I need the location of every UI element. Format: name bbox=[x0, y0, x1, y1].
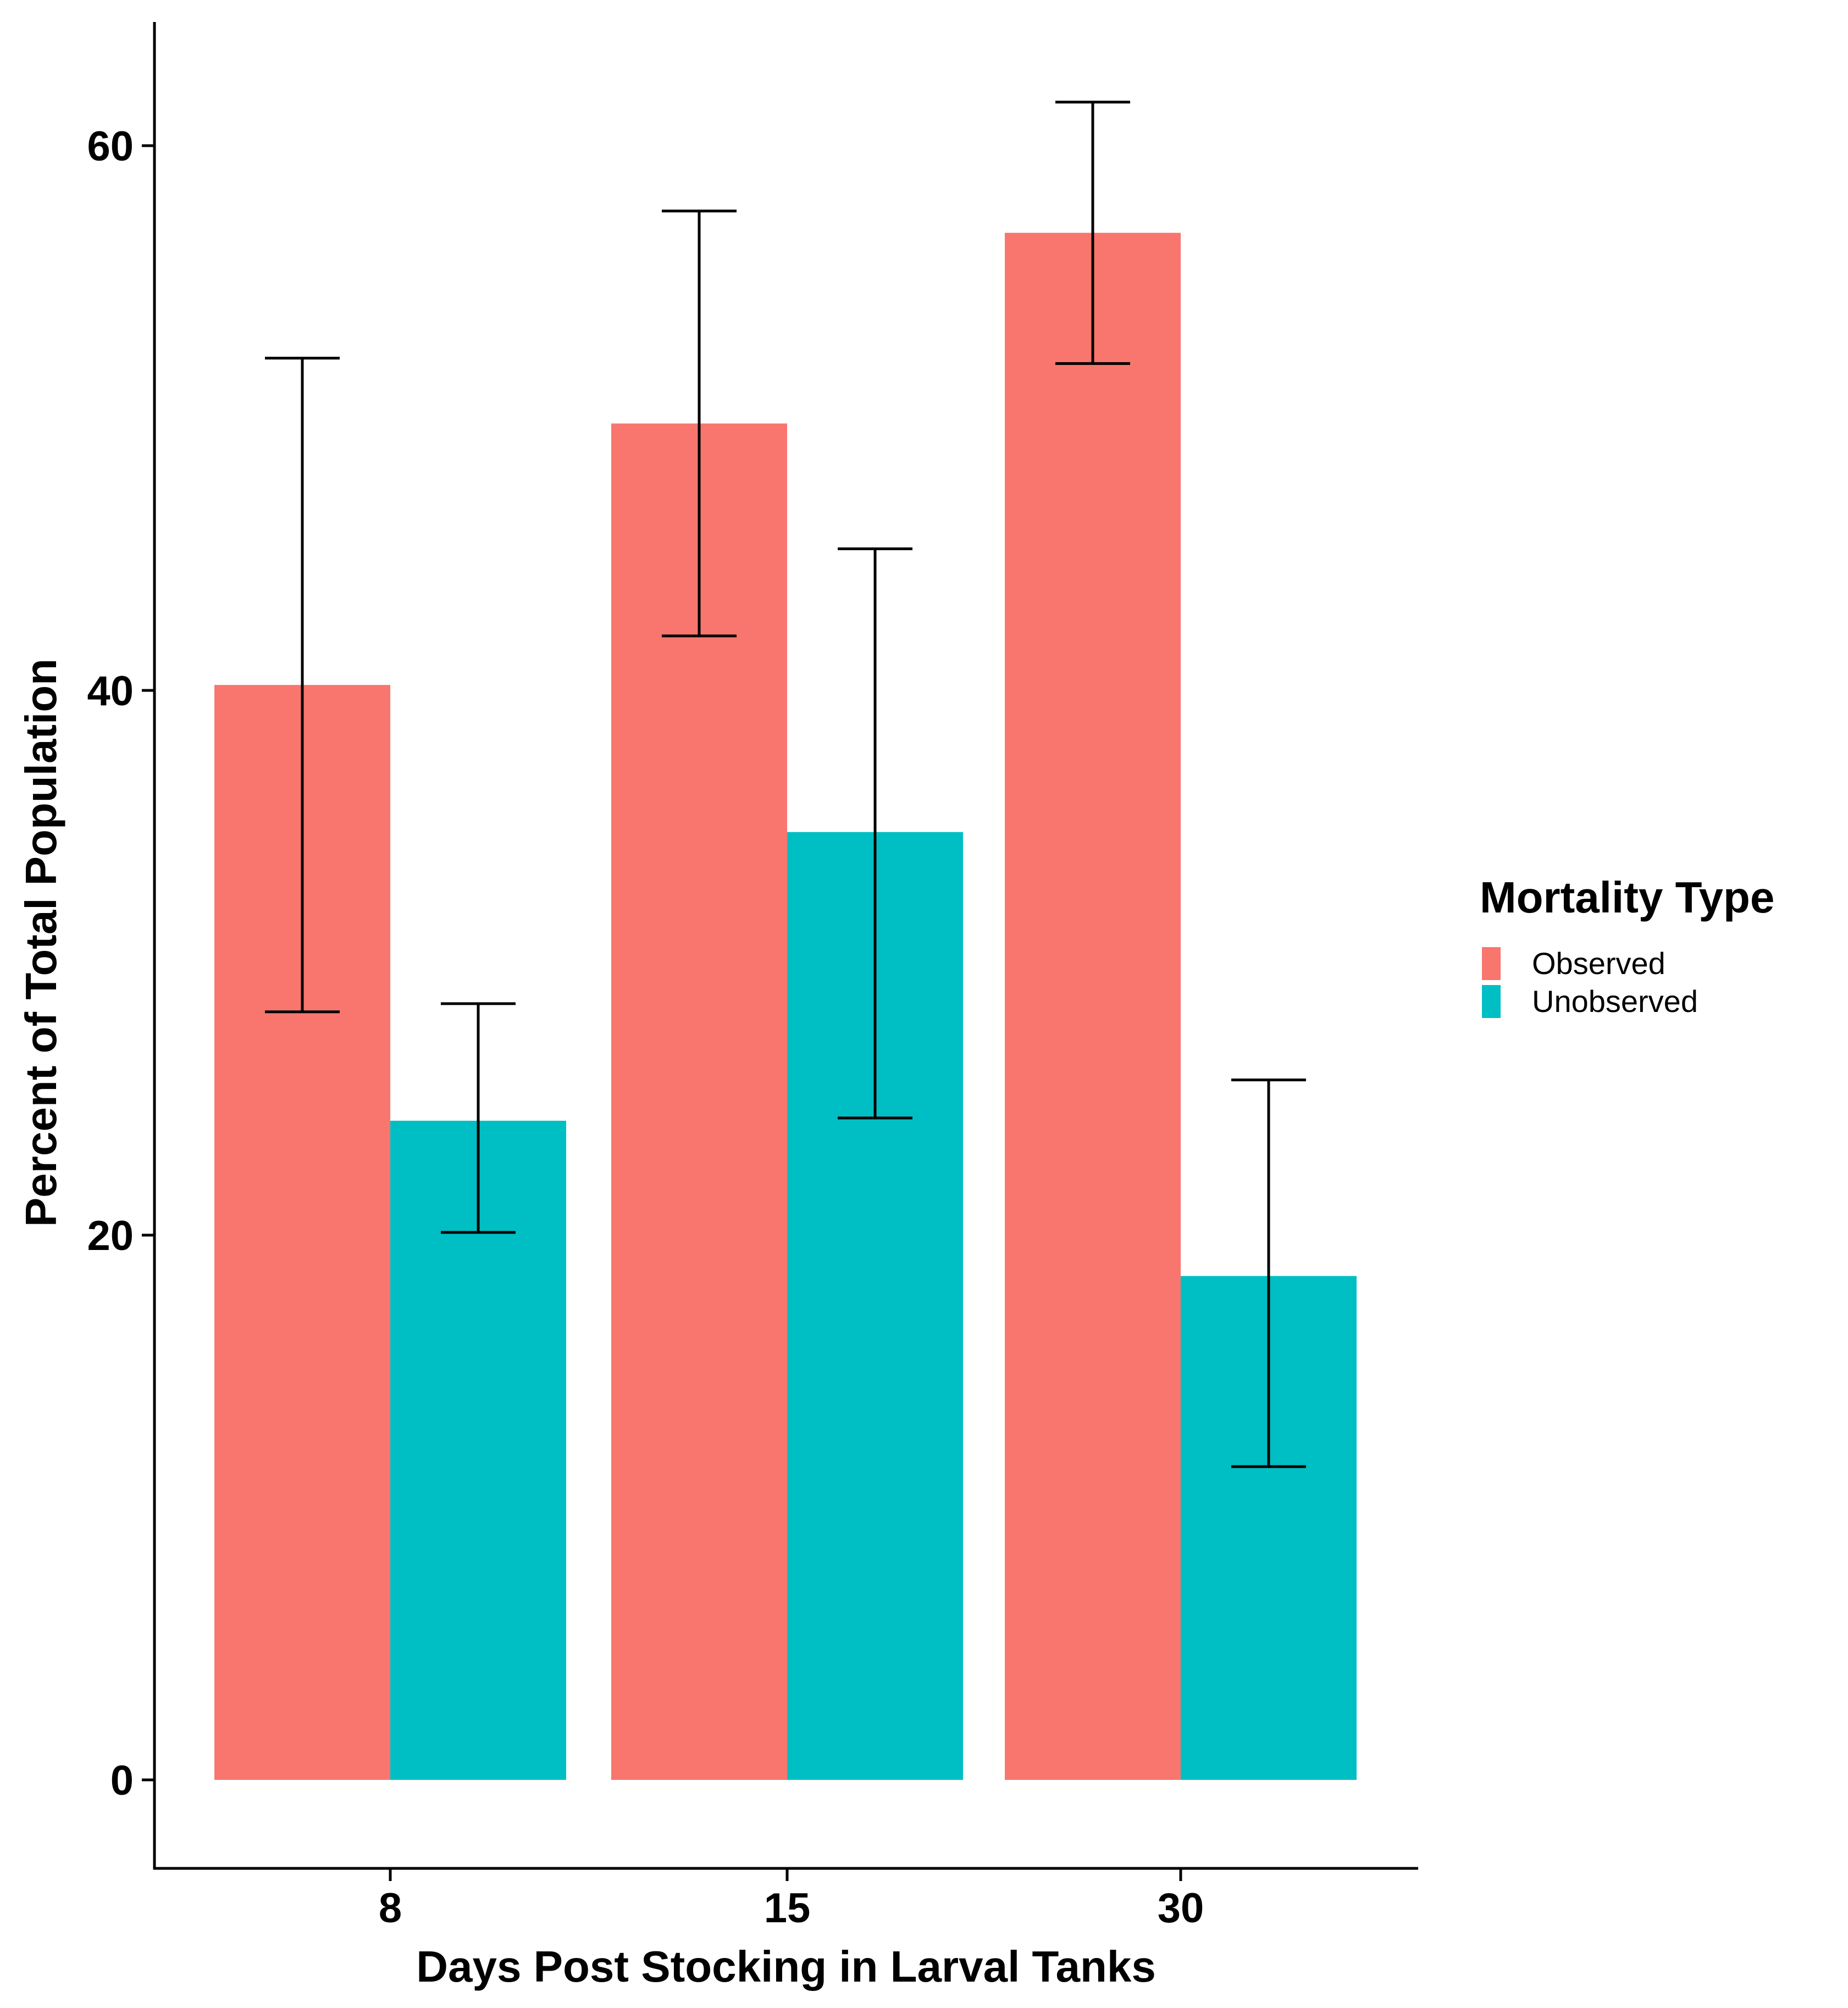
x-ticks-layer: 8 15 30 bbox=[379, 1868, 1204, 1932]
legend-label-unobserved: Unobserved bbox=[1532, 984, 1698, 1019]
legend-item-unobserved: Unobserved bbox=[1482, 984, 1698, 1019]
legend-swatch-unobserved bbox=[1482, 985, 1501, 1018]
error-bar-unobserved-30 bbox=[1231, 1078, 1306, 1468]
legend-swatch-observed bbox=[1482, 947, 1501, 980]
y-tick-label-0: 0 bbox=[110, 1757, 134, 1804]
error-bar-unobserved-15 bbox=[838, 547, 912, 1120]
legend-title: Mortality Type bbox=[1480, 873, 1774, 922]
y-tick-label-60: 60 bbox=[87, 123, 134, 170]
y-axis-title: Percent of Total Population bbox=[16, 659, 65, 1227]
y-tick-label-20: 20 bbox=[87, 1213, 134, 1259]
error-bar-observed-8 bbox=[265, 356, 340, 1014]
x-axis-title: Days Post Stocking in Larval Tanks bbox=[416, 1942, 1156, 1991]
bar-observed-15 bbox=[611, 423, 787, 1780]
x-tick-label-30: 30 bbox=[1158, 1885, 1204, 1932]
error-bars-layer bbox=[265, 101, 1306, 1468]
y-tick-label-40: 40 bbox=[87, 668, 134, 715]
bars-layer bbox=[214, 233, 1357, 1780]
error-bar-observed-15 bbox=[662, 209, 737, 638]
bar-observed-30 bbox=[1005, 233, 1181, 1780]
error-bar-observed-30 bbox=[1055, 101, 1130, 365]
error-bar-unobserved-8 bbox=[441, 1002, 516, 1234]
x-tick-label-8: 8 bbox=[379, 1885, 402, 1932]
y-ticks-layer: 0 20 40 60 bbox=[87, 123, 154, 1804]
legend-item-observed: Observed bbox=[1482, 946, 1666, 981]
legend-label-observed: Observed bbox=[1532, 946, 1666, 981]
x-tick-label-15: 15 bbox=[764, 1885, 811, 1932]
